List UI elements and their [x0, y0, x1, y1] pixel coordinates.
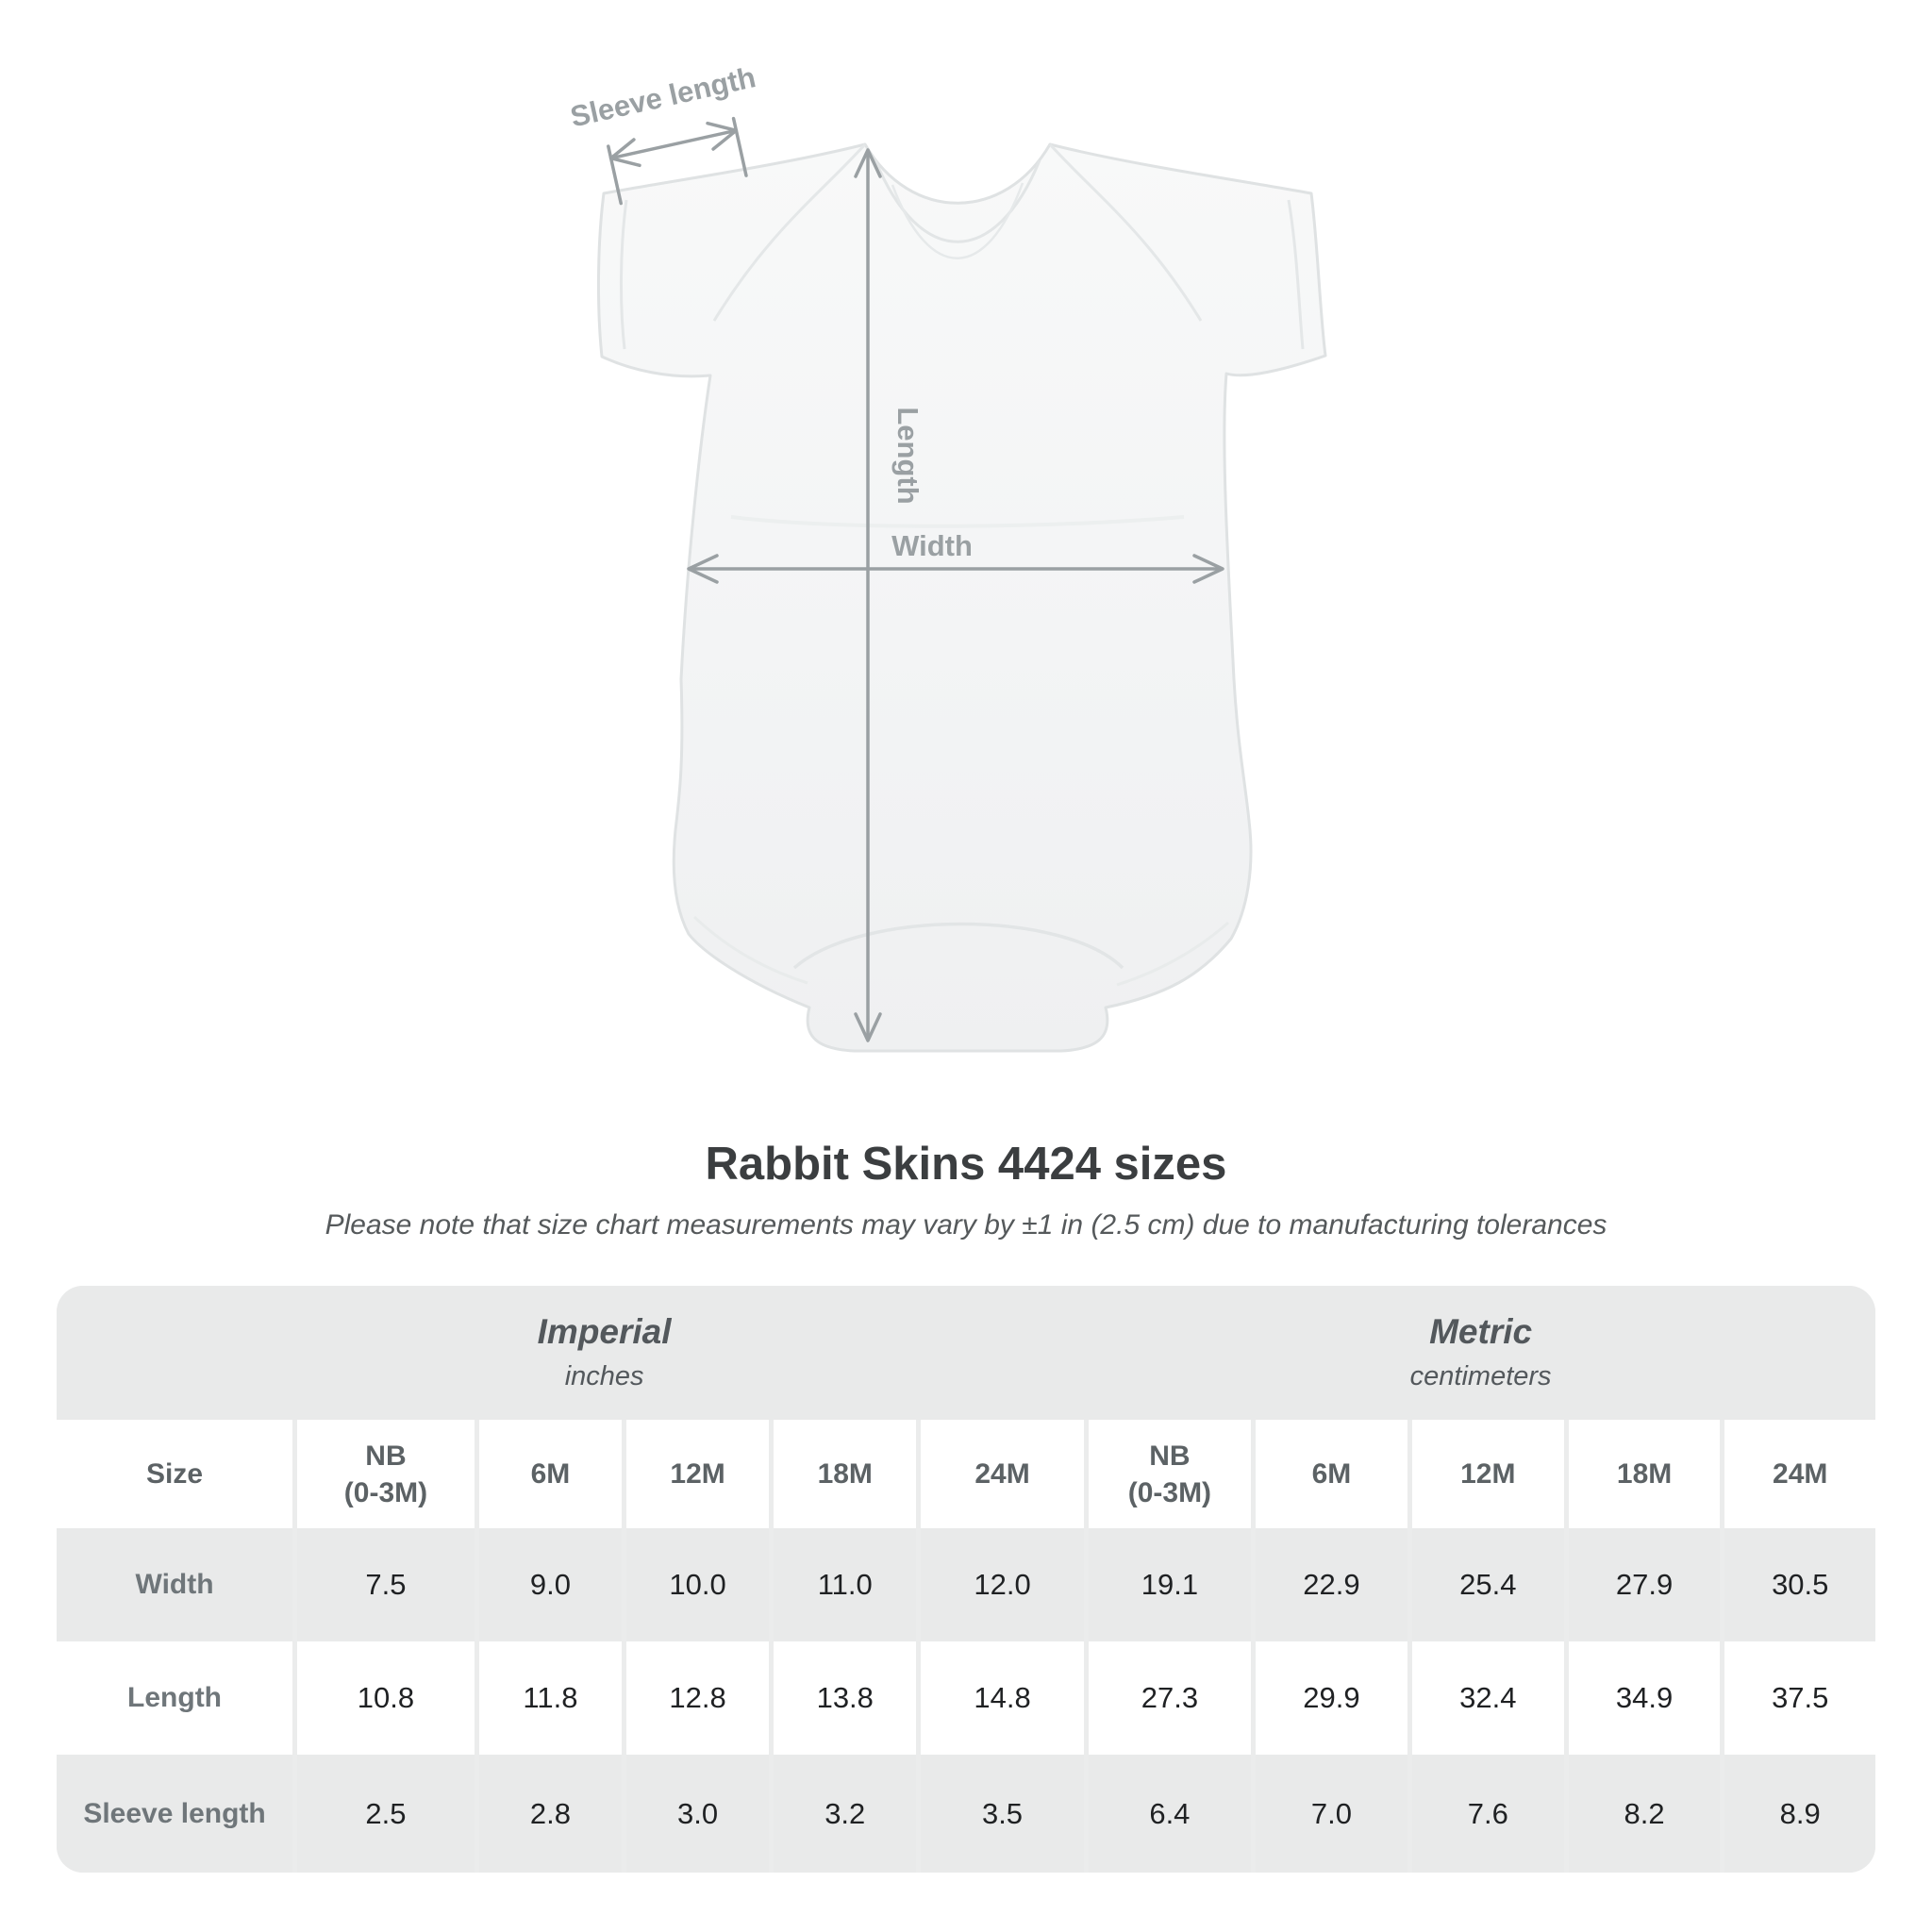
table-row-length: Length 10.8 11.8 12.8 13.8 14.8 27.3 29.…	[57, 1641, 1875, 1755]
table-cell: 25.4	[1407, 1528, 1567, 1641]
column-header: 18M	[1563, 1420, 1723, 1528]
right-shoulder-fold	[1048, 142, 1203, 322]
tolerance-note: Please note that size chart measurements…	[325, 1209, 1607, 1241]
crotch-flap-seam	[792, 922, 1124, 970]
width-label: Width	[891, 529, 973, 562]
column-header-row: Size NB (0-3M) 6M 12M 18M 24M NB (0-3M) …	[57, 1420, 1875, 1528]
onesie-illustration	[596, 142, 1327, 1053]
table-cell: 7.5	[292, 1528, 477, 1641]
table-cell: 14.8	[916, 1641, 1087, 1755]
unit-header-row: Imperial inches Metric centimeters	[57, 1286, 1875, 1420]
table-cell: 11.8	[474, 1641, 625, 1755]
imperial-group-header: Imperial inches	[57, 1286, 1087, 1420]
column-header: 24M	[1720, 1420, 1875, 1528]
column-header: 12M	[622, 1420, 772, 1528]
column-header: 24M	[916, 1420, 1087, 1528]
table-cell: 22.9	[1251, 1528, 1410, 1641]
table-cell: 32.4	[1407, 1641, 1567, 1755]
length-dimension	[854, 148, 882, 1042]
chest-crease	[730, 515, 1185, 528]
length-label: Length	[891, 407, 924, 504]
onesie-measurement-diagram: Sleeve length Length Width	[568, 60, 1327, 1053]
row-label: Length	[57, 1641, 295, 1755]
row-label: Sleeve length	[57, 1755, 295, 1873]
table-cell: 29.9	[1251, 1641, 1410, 1755]
column-header: 6M	[1251, 1420, 1410, 1528]
table-cell: 37.5	[1720, 1641, 1875, 1755]
table-cell: 34.9	[1563, 1641, 1723, 1755]
column-header: 12M	[1407, 1420, 1567, 1528]
right-sleeve-hem	[1287, 199, 1305, 350]
table-cell: 13.8	[769, 1641, 919, 1755]
left-shoulder-fold	[712, 142, 867, 322]
sleeve-length-label: Sleeve length	[568, 60, 759, 133]
imperial-label: Imperial	[537, 1312, 672, 1352]
row-label: Width	[57, 1528, 295, 1641]
table-row-sleeve-length: Sleeve length 2.5 2.8 3.0 3.2 3.5 6.4 7.…	[57, 1755, 1875, 1873]
table-cell: 27.3	[1083, 1641, 1254, 1755]
imperial-unit: inches	[564, 1361, 644, 1392]
size-table-container: Imperial inches Metric centimeters Size …	[57, 1286, 1875, 1873]
table-cell: 7.6	[1407, 1755, 1567, 1873]
collar-inner-seam	[891, 182, 1024, 259]
table-cell: 3.2	[769, 1755, 919, 1873]
table-cell: 19.1	[1083, 1528, 1254, 1641]
metric-group-header: Metric centimeters	[1086, 1286, 1875, 1420]
column-header: NB (0-3M)	[292, 1420, 477, 1528]
table-cell: 2.8	[474, 1755, 625, 1873]
table-cell: 12.8	[622, 1641, 772, 1755]
dimension-annotations	[607, 116, 1224, 1042]
table-cell: 2.5	[292, 1755, 477, 1873]
sleeve-length-dimension	[607, 116, 748, 206]
table-cell: 8.9	[1720, 1755, 1875, 1873]
table-cell: 12.0	[916, 1528, 1087, 1641]
size-table: Imperial inches Metric centimeters Size …	[57, 1286, 1875, 1873]
table-cell: 11.0	[769, 1528, 919, 1641]
table-cell: 10.8	[292, 1641, 477, 1755]
table-cell: 3.5	[916, 1755, 1087, 1873]
column-header: 6M	[474, 1420, 625, 1528]
left-sleeve-hem	[619, 199, 628, 350]
page-title: Rabbit Skins 4424 sizes	[705, 1139, 1227, 1190]
table-cell: 30.5	[1720, 1528, 1875, 1641]
table-cell: 7.0	[1251, 1755, 1410, 1873]
metric-unit: centimeters	[1409, 1361, 1552, 1392]
table-cell: 3.0	[622, 1755, 772, 1873]
collar-seam	[874, 159, 1041, 243]
onesie-body	[596, 142, 1327, 1053]
table-row-width: Width 7.5 9.0 10.0 11.0 12.0 19.1 22.9 2…	[57, 1528, 1875, 1641]
width-dimension	[687, 554, 1224, 584]
column-header: NB (0-3M)	[1083, 1420, 1254, 1528]
table-cell: 27.9	[1563, 1528, 1723, 1641]
table-cell: 8.2	[1563, 1755, 1723, 1873]
table-cell: 10.0	[622, 1528, 772, 1641]
size-column-header: Size	[57, 1420, 295, 1528]
right-leg-binding	[1116, 921, 1229, 987]
column-header: 18M	[769, 1420, 919, 1528]
left-leg-binding	[692, 915, 808, 985]
metric-label: Metric	[1429, 1312, 1533, 1352]
table-cell: 6.4	[1083, 1755, 1254, 1873]
table-cell: 9.0	[474, 1528, 625, 1641]
